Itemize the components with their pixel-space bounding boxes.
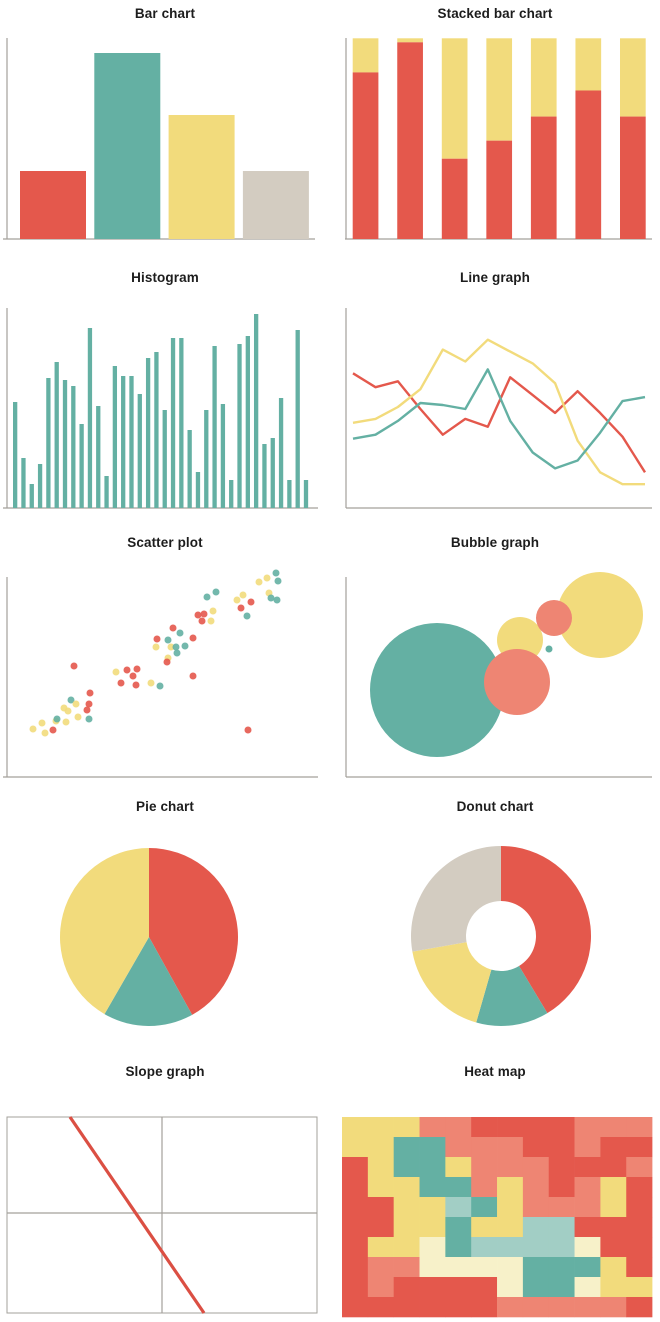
panel-slope-graph: Slope graph [0, 1058, 330, 1322]
pie-chart-canvas [0, 817, 330, 1057]
slope-graph-canvas [0, 1082, 330, 1322]
slope-graph-title: Slope graph [125, 1063, 205, 1079]
stacked-bar-chart-title: Stacked bar chart [437, 6, 553, 21]
donut-chart-title: Donut chart [456, 799, 534, 815]
slope-graph-svg [6, 1115, 318, 1314]
panel-stacked-bar-chart: Stacked bar chart [330, 0, 660, 264]
heat-map-title: Heat map [464, 1063, 526, 1079]
panel-heat-map: Heat map [330, 1058, 660, 1322]
pie-chart-title: Pie chart [136, 799, 194, 815]
line-graph-svg [345, 308, 652, 509]
panel-pie-chart: Pie chart [0, 793, 330, 1057]
heat-map-svg [342, 1116, 653, 1317]
bubble-graph-canvas [330, 553, 660, 793]
panel-donut-chart: Donut chart [330, 793, 660, 1057]
bar-chart-title: Bar chart [134, 6, 196, 21]
pie-chart-svg [59, 848, 238, 1027]
scatter-plot-canvas [0, 553, 330, 793]
panel-histogram: Histogram [0, 264, 330, 528]
panel-line-graph: Line graph [330, 264, 660, 528]
line-graph-title: Line graph [459, 270, 530, 286]
panel-bubble-graph: Bubble graph [330, 529, 660, 793]
panel-scatter-plot: Scatter plot [0, 529, 330, 793]
stacked-bar-chart-svg [345, 38, 652, 240]
stacked-bar-chart-canvas [330, 24, 660, 264]
scatter-plot-svg [3, 569, 318, 778]
panel-bar-chart: Bar chart [0, 0, 330, 264]
histogram-canvas [0, 288, 330, 528]
bubble-graph-title: Bubble graph [450, 534, 540, 550]
donut-chart-canvas [330, 817, 660, 1057]
line-graph-canvas [330, 288, 660, 528]
histogram-svg [3, 308, 318, 509]
bar-chart-svg [3, 38, 315, 240]
donut-chart-svg [411, 846, 592, 1027]
bar-chart-canvas [0, 24, 330, 264]
heat-map-canvas [330, 1082, 660, 1322]
scatter-plot-title: Scatter plot [127, 534, 203, 550]
bubble-graph-svg [345, 571, 652, 778]
histogram-title: Histogram [131, 270, 199, 286]
